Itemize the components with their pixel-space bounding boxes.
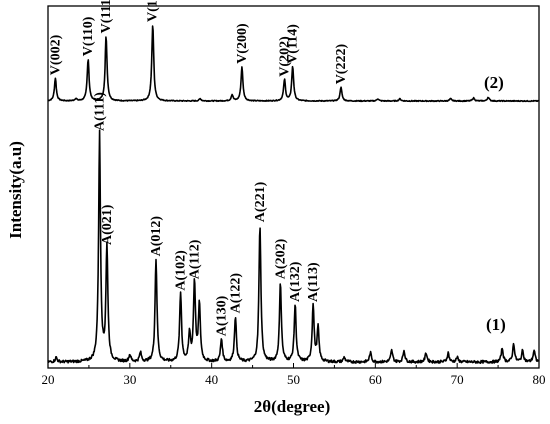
peak-labels: V(002) V(110)V(111) V(112) V(200) V(202)V(11…: [48, 0, 349, 336]
traces: [47, 25, 539, 364]
x-tick-label: 30: [123, 372, 136, 387]
x-tick-label: 20: [42, 372, 55, 387]
x-tick-label: 70: [451, 372, 464, 387]
peak-label: A(113): [306, 262, 321, 302]
peak-label: V(111): [99, 0, 114, 33]
x-tick-label: 50: [287, 372, 300, 387]
peak-label: A(111): [93, 92, 108, 131]
x-tick-label: 60: [369, 372, 382, 387]
y-axis-title: Intensity(a.u): [6, 141, 25, 239]
peak-label: V(202): [278, 36, 293, 77]
x-tick-label: 40: [205, 372, 218, 387]
peak-label: A(130): [215, 295, 230, 336]
x-tick-label: 80: [533, 372, 546, 387]
peak-label: A(021): [100, 204, 115, 245]
pattern-label-1: (1): [486, 315, 506, 334]
peak-label: A(202): [273, 238, 288, 279]
peak-label: A(012): [149, 216, 164, 257]
peak-label: V(222): [334, 44, 349, 85]
peak-label: A(102): [174, 250, 189, 291]
peak-label: V(110): [81, 16, 96, 56]
pattern-label-2: (2): [484, 73, 504, 92]
peak-label: V(002): [48, 34, 63, 75]
x-axis-title: 2θ(degree): [254, 397, 331, 416]
peak-label: V(200): [235, 23, 250, 64]
x-axis-ticks: 20 30 40 50 60 70 80: [42, 363, 546, 387]
peak-label: A(221): [253, 181, 268, 222]
peak-label: V(112): [146, 0, 161, 22]
trace-1: [47, 129, 539, 364]
peak-label: A(132): [288, 261, 303, 302]
peak-label: V(114): [286, 24, 301, 64]
peak-label: A(122): [228, 273, 243, 314]
trace-2: [47, 25, 539, 103]
peak-label: A(112): [188, 239, 203, 279]
